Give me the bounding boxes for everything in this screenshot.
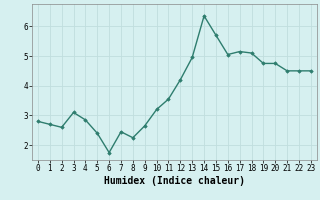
X-axis label: Humidex (Indice chaleur): Humidex (Indice chaleur) — [104, 176, 245, 186]
